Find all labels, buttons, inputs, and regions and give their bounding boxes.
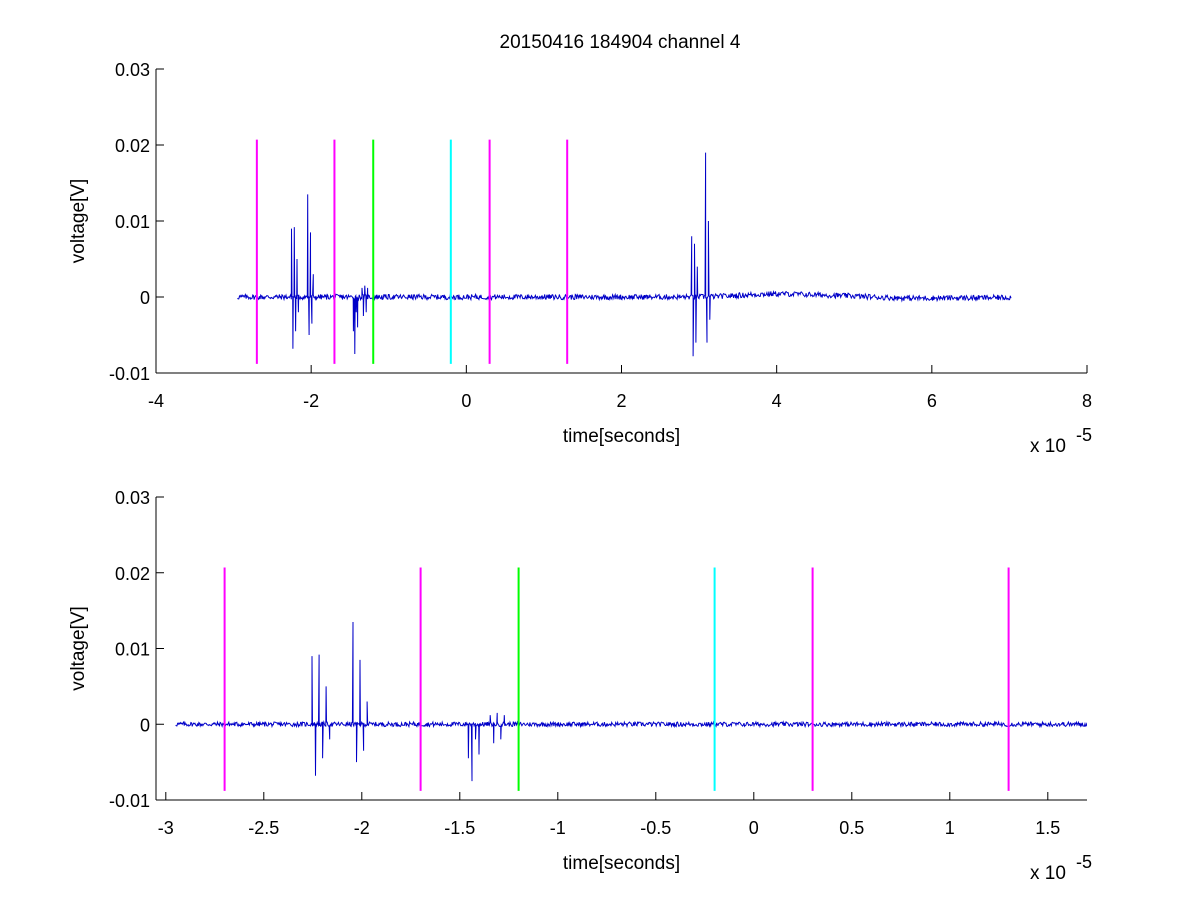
y-axis-label: voltage[V] xyxy=(68,606,89,691)
top-subplot: -4 -2 0 2 4 6 8 -0.01 0 0.01 0.02 0.03 time[seconds]… xyxy=(68,60,1092,457)
x-tick-label: 2 xyxy=(616,391,626,411)
x-tick-label: -4 xyxy=(148,391,164,411)
y-tick-label: 0 xyxy=(140,715,150,735)
x-exponent-power: -5 xyxy=(1076,425,1092,445)
x-tick-label: -0.5 xyxy=(640,818,671,838)
x-exponent-label: x 10 xyxy=(1030,863,1066,884)
x-tick-label: 0.5 xyxy=(839,818,864,838)
signal-series-line xyxy=(237,152,1012,357)
x-exponent-label: x 10 xyxy=(1030,436,1066,457)
signal-series-line xyxy=(175,621,1087,782)
x-tick-label: 1.5 xyxy=(1035,818,1060,838)
x-tick-label: -1 xyxy=(550,818,566,838)
x-tick-label: -2 xyxy=(303,391,319,411)
bottom-subplot: -3 -2.5 -2 -1.5 -1 -0.5 0 0.5 1 1.5 -0.01 0 0.01 0.02… xyxy=(68,488,1092,884)
y-tick-label: 0.03 xyxy=(115,488,150,508)
y-tick-label: 0.02 xyxy=(115,564,150,584)
x-tick-label: 0 xyxy=(461,391,471,411)
figure-title: 20150416 184904 channel 4 xyxy=(500,32,741,53)
x-tick-label: -3 xyxy=(158,818,174,838)
y-tick-label: 0.01 xyxy=(115,640,150,660)
y-tick-label: -0.01 xyxy=(109,364,150,384)
y-tick-label: 0.03 xyxy=(115,60,150,80)
x-tick-label: 1 xyxy=(945,818,955,838)
x-axis-label: time[seconds] xyxy=(563,853,680,874)
x-tick-label: -2.5 xyxy=(248,818,279,838)
x-exponent-power: -5 xyxy=(1076,852,1092,872)
x-tick-label: 8 xyxy=(1082,391,1092,411)
y-tick-label: 0.02 xyxy=(115,136,150,156)
y-axis-label: voltage[V] xyxy=(68,179,89,264)
x-tick-label: 4 xyxy=(772,391,782,411)
x-tick-label: -1.5 xyxy=(444,818,475,838)
x-tick-label: -2 xyxy=(354,818,370,838)
x-axis-label: time[seconds] xyxy=(563,426,680,447)
x-tick-label: 0 xyxy=(749,818,759,838)
y-tick-label: -0.01 xyxy=(109,791,150,811)
y-tick-label: 0.01 xyxy=(115,212,150,232)
x-tick-label: 6 xyxy=(927,391,937,411)
y-tick-label: 0 xyxy=(140,288,150,308)
